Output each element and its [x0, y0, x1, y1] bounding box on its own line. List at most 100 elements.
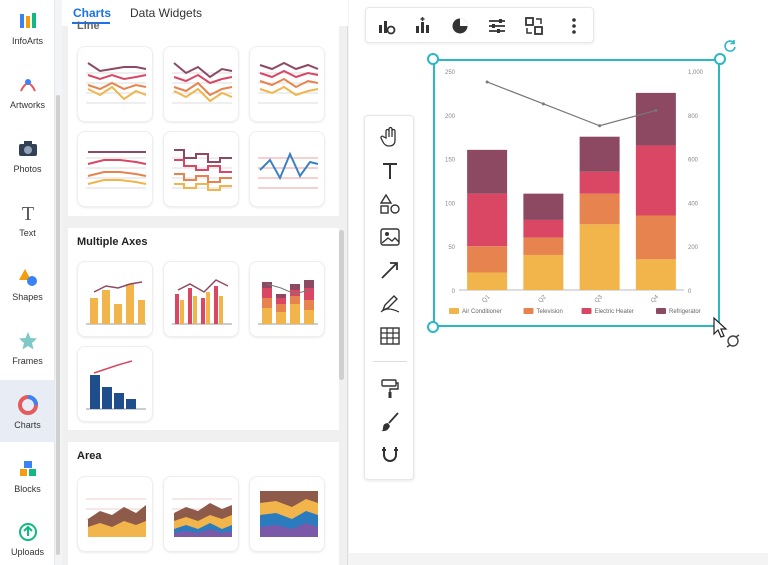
tool-divider [373, 361, 407, 362]
text-tool-icon[interactable] [379, 160, 401, 182]
line-point [541, 102, 545, 106]
rail-item-artworks[interactable]: Artworks [0, 66, 55, 126]
y2-tick-label: 600 [688, 158, 699, 164]
arrow-line-icon[interactable] [379, 259, 401, 281]
bar-add-icon[interactable] [413, 16, 433, 36]
magnet-icon[interactable] [379, 444, 401, 466]
pen-icon[interactable] [379, 292, 401, 314]
rail-item-frames[interactable]: Frames [0, 322, 55, 382]
sliders-icon[interactable] [487, 16, 507, 36]
resize-handle-bottom-left[interactable] [427, 321, 439, 333]
brush-icon[interactable] [379, 411, 401, 433]
chart-toolbar [365, 7, 594, 43]
bar-segment [467, 246, 508, 273]
line-chart-preview [258, 151, 319, 189]
svg-text:T: T [21, 203, 33, 224]
line-chart-thumb[interactable] [77, 46, 153, 122]
left-rail: InfoArts Artworks Photos T Text Shapes F… [0, 0, 55, 565]
bar-segment [523, 193, 564, 220]
line-chart-thumb[interactable] [163, 131, 239, 207]
line-point [598, 124, 602, 128]
cursor-icon [713, 316, 740, 348]
rail-item-infoarts[interactable]: InfoArts [0, 2, 55, 62]
bar-segment [523, 254, 564, 290]
image-tool-icon[interactable] [379, 226, 401, 248]
canvas-horizontal-scrollbar[interactable] [349, 553, 768, 565]
shapes-tool-icon[interactable] [379, 193, 401, 215]
rotate-icon[interactable] [723, 39, 737, 53]
area-chart-thumb[interactable] [163, 476, 239, 552]
panel-scrollbar[interactable] [339, 230, 344, 380]
section-multiple-axes: Multiple Axes [68, 228, 339, 430]
multi-axis-chart-thumb[interactable] [77, 346, 153, 422]
hand-icon[interactable] [379, 126, 401, 148]
area-chart-preview [86, 498, 146, 537]
paint-roller-icon[interactable] [379, 378, 401, 400]
rail-item-uploads[interactable]: Uploads [0, 513, 55, 565]
resize-handle-top-left[interactable] [427, 53, 439, 65]
chart-ring-icon [17, 395, 38, 415]
y-tick-label: 200 [445, 114, 456, 120]
multi-axis-chart-thumb[interactable] [77, 261, 153, 337]
stacked-bar-chart[interactable]: 0 50 100 150 200 250 0 200 400 600 800 1,000 Q1 Q2 Q3 Q… [435, 61, 718, 325]
line-point [654, 108, 658, 112]
line-chart-thumb[interactable] [77, 131, 153, 207]
more-vertical-icon[interactable] [564, 16, 584, 36]
line-chart-preview [258, 61, 319, 104]
section-line: Line [68, 20, 339, 216]
chart-selection-box[interactable] [433, 59, 720, 327]
bar-segment [635, 145, 676, 216]
multi-axis-chart-thumb[interactable] [163, 261, 239, 337]
legend-label: Refrigerator [669, 309, 701, 315]
section-title-line: Line [77, 20, 100, 30]
bar-segment [523, 219, 564, 238]
rail-label: Frames [12, 356, 43, 366]
area-chart-thumb[interactable] [77, 476, 153, 552]
pie-icon[interactable] [450, 16, 470, 36]
table-icon[interactable] [379, 325, 401, 347]
area-chart-preview [172, 498, 232, 537]
rail-item-photos[interactable]: Photos [0, 130, 55, 190]
line-chart-preview [172, 62, 233, 104]
rail-item-shapes[interactable]: Shapes [0, 258, 55, 318]
chart-settings-icon[interactable] [376, 16, 396, 36]
rail-item-text[interactable]: T Text [0, 194, 55, 254]
bar-segment [579, 193, 620, 225]
bar-segment [635, 259, 676, 290]
line-point [485, 80, 489, 84]
panel-tabs: Charts Data Widgets [62, 0, 348, 26]
rail-label: Charts [14, 420, 41, 430]
line-chart-thumb[interactable] [249, 46, 325, 122]
tab-charts[interactable]: Charts [73, 6, 112, 20]
rail-label: InfoArts [11, 36, 43, 46]
infoarts-icon [19, 13, 36, 28]
multi-axis-chart-thumb[interactable] [249, 261, 325, 337]
line-chart-preview [172, 149, 232, 191]
y2-tick-label: 800 [688, 114, 699, 120]
bar-segment [467, 272, 508, 290]
x-tick-label: Q3 [594, 294, 604, 304]
area-chart-thumb[interactable] [249, 476, 325, 552]
multi-axis-preview [258, 280, 318, 325]
rail-scrollbar[interactable] [55, 95, 61, 555]
tab-underline [72, 22, 110, 24]
bar-segment [579, 171, 620, 194]
line-chart-thumb[interactable] [249, 131, 325, 207]
rail-item-blocks[interactable]: Blocks [0, 450, 55, 510]
multi-axis-preview [86, 360, 146, 410]
rail-label: Shapes [12, 292, 43, 302]
text-icon: T [21, 203, 33, 224]
swap-data-icon[interactable] [524, 16, 544, 36]
y-tick-label: 50 [448, 245, 455, 251]
rail-label: Text [19, 228, 36, 238]
resize-handle-top-right[interactable] [714, 53, 726, 65]
tab-data-widgets[interactable]: Data Widgets [130, 6, 203, 20]
y-tick-label: 150 [445, 158, 456, 164]
line-chart-thumb[interactable] [163, 46, 239, 122]
camera-icon [18, 141, 37, 156]
rail-item-charts[interactable]: Charts [0, 380, 55, 442]
artworks-icon [19, 79, 36, 92]
legend-swatch [449, 308, 459, 314]
line-chart-preview [86, 62, 147, 104]
